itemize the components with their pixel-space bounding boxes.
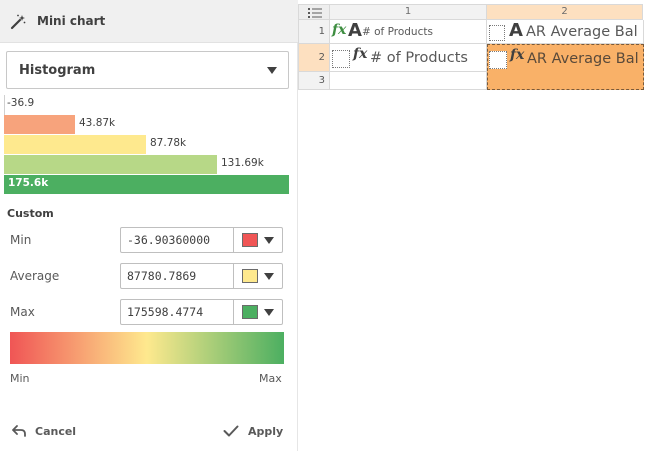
cell-r2c2-selected[interactable]: fx AR Average Bal	[487, 44, 644, 90]
average-value-input[interactable]: 87780.7869	[120, 263, 234, 289]
cell-r1c1[interactable]: fx A # of Products	[330, 20, 487, 44]
list-menu-icon	[308, 8, 322, 18]
column-header-2[interactable]: 2	[487, 4, 643, 20]
chevron-down-icon	[264, 309, 274, 316]
grid-corner-menu[interactable]	[298, 4, 330, 20]
chevron-down-icon	[264, 237, 274, 244]
custom-section-title: Custom	[7, 207, 54, 220]
cancel-button[interactable]: Cancel	[12, 422, 76, 440]
max-color-picker[interactable]	[233, 299, 283, 325]
color-gradient-bar	[10, 332, 284, 364]
histogram-axis-line	[4, 95, 5, 115]
histogram-bar	[4, 115, 75, 134]
broken-image-icon	[489, 51, 507, 69]
histogram-bar	[4, 155, 217, 174]
panel-header: Mini chart	[0, 0, 298, 43]
average-color-swatch	[242, 269, 258, 283]
histogram-label-min: -36.9	[7, 97, 35, 109]
cell-r2c1[interactable]: fx # of Products	[330, 44, 487, 72]
magic-wand-icon	[10, 14, 26, 30]
apply-label: Apply	[248, 424, 284, 438]
min-color-picker[interactable]	[233, 227, 283, 253]
average-label: Average	[10, 269, 60, 283]
histogram-label: 43.87k	[79, 117, 116, 129]
cell-text: # of Products	[362, 26, 433, 38]
spreadsheet-grid: 1 2 1 2 3 fx A # of Products A AR Averag…	[298, 0, 646, 91]
gradient-max-label: Max	[259, 372, 282, 385]
cell-text: AR Average Bal	[527, 51, 639, 67]
histogram-label: 87.78k	[150, 137, 187, 149]
chevron-down-icon	[267, 67, 277, 74]
mini-chart-panel: Mini chart Histogram -36.9 43.87k 87.78k…	[0, 0, 298, 451]
cell-r3c1[interactable]	[330, 72, 487, 90]
apply-button[interactable]: Apply	[223, 422, 283, 440]
row-header-3[interactable]: 3	[298, 72, 330, 90]
checkmark-icon	[223, 425, 239, 437]
chart-type-dropdown[interactable]: Histogram	[6, 51, 289, 89]
histogram-label: 131.69k	[221, 157, 264, 169]
max-label: Max	[10, 305, 35, 319]
cell-r1c2[interactable]: A AR Average Bal	[487, 20, 644, 44]
cancel-label: Cancel	[35, 424, 77, 438]
average-color-picker[interactable]	[233, 263, 283, 289]
chevron-down-icon	[264, 273, 274, 280]
broken-image-icon	[489, 25, 505, 41]
fx-icon: fx	[332, 22, 347, 38]
text-format-icon: A	[348, 20, 362, 41]
row-header-2[interactable]: 2	[298, 44, 330, 72]
panel-title: Mini chart	[37, 14, 106, 28]
max-value-input[interactable]: 175598.4774	[120, 299, 234, 325]
chart-type-selected: Histogram	[19, 63, 96, 78]
cell-text: AR Average Bal	[526, 24, 638, 40]
gradient-min-label: Min	[10, 372, 30, 385]
max-color-swatch	[242, 305, 258, 319]
text-format-icon: A	[509, 20, 523, 41]
undo-arrow-icon	[12, 425, 26, 437]
row-header-1[interactable]: 1	[298, 20, 330, 44]
histogram-label-max: 175.6k	[8, 177, 49, 189]
histogram-bar	[4, 175, 289, 194]
column-header-1[interactable]: 1	[330, 4, 487, 20]
cell-text: # of Products	[370, 50, 468, 66]
histogram-preview: -36.9 43.87k 87.78k 131.69k 175.6k	[4, 95, 290, 195]
min-color-swatch	[242, 233, 258, 247]
fx-icon: fx	[353, 46, 368, 62]
min-value-input[interactable]: -36.90360000	[120, 227, 234, 253]
broken-image-icon	[332, 50, 350, 68]
histogram-bar	[4, 135, 146, 154]
fx-icon: fx	[510, 47, 525, 63]
min-label: Min	[10, 233, 32, 247]
